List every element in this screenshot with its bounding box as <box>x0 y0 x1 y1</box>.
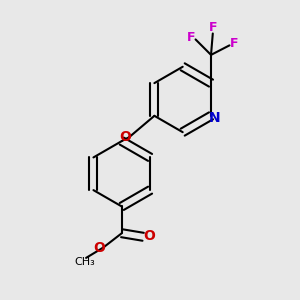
Text: CH₃: CH₃ <box>74 257 95 267</box>
Text: O: O <box>119 130 131 144</box>
Text: O: O <box>93 241 105 255</box>
Text: O: O <box>143 229 155 243</box>
Text: F: F <box>187 31 196 44</box>
Text: N: N <box>209 111 220 124</box>
Text: F: F <box>230 37 239 50</box>
Text: F: F <box>208 21 217 34</box>
